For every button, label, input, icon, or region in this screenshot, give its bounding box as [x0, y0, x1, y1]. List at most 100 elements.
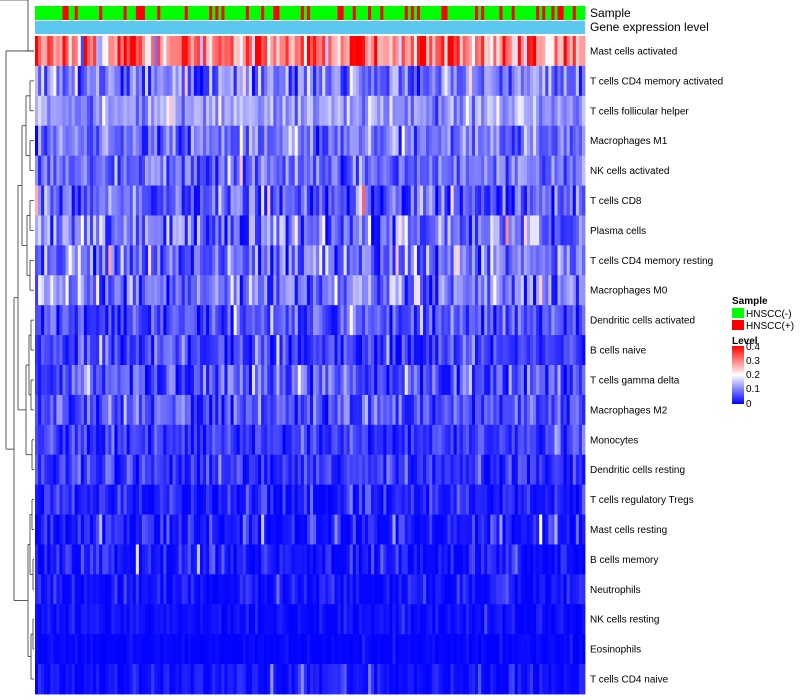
heatmap-cell [224, 125, 228, 157]
heatmap-cell [187, 514, 192, 545]
sample-annotation-cell [166, 6, 170, 20]
heatmap-cell [569, 604, 574, 635]
heatmap-cell [151, 215, 155, 246]
heatmap-cell [514, 634, 519, 665]
heatmap-cell [111, 95, 115, 127]
heatmap-cell [99, 365, 103, 396]
heatmap-cell [175, 514, 180, 545]
sample-annotation-cell [481, 6, 485, 20]
heatmap-cell [187, 394, 192, 426]
heatmap-cell [138, 394, 143, 426]
heatmap-cell [438, 514, 442, 545]
heatmap-cell [163, 484, 167, 515]
heatmap-cell [145, 484, 149, 515]
heatmap-cell [212, 574, 216, 605]
heatmap-cell [255, 95, 259, 127]
heatmap-cell [337, 514, 341, 545]
heatmap-cell [74, 185, 79, 216]
heatmap-cell [93, 484, 97, 515]
heatmap-cell [392, 215, 396, 246]
heatmap-cell [374, 365, 378, 396]
heatmap-cell [291, 275, 296, 306]
heatmap-cell [35, 365, 39, 396]
heatmap-cell [569, 245, 574, 276]
heatmap-cell [145, 125, 149, 157]
heatmap-cell [50, 185, 54, 216]
heatmap-cell [551, 484, 555, 515]
heatmap-cell [227, 544, 231, 575]
heatmap-cell [343, 275, 348, 306]
heatmap-cell [62, 215, 66, 246]
heatmap-cell [56, 454, 60, 486]
heatmap-cell [181, 424, 186, 456]
heatmap-cell [120, 514, 125, 545]
heatmap-cell [566, 604, 571, 635]
heatmap-cell [481, 125, 485, 157]
heatmap-cell [83, 664, 88, 695]
heatmap-cell [423, 454, 427, 486]
heatmap-cell [190, 245, 195, 276]
heatmap-cell [389, 634, 393, 665]
heatmap-cell [551, 365, 555, 396]
heatmap-cell [355, 215, 360, 246]
heatmap-cell [145, 634, 149, 665]
heatmap-cell [380, 275, 384, 306]
heatmap-cell [444, 514, 448, 545]
heatmap-cell [484, 185, 488, 216]
heatmap-cell [175, 454, 180, 486]
heatmap-cell [441, 574, 445, 605]
heatmap-cell [59, 634, 63, 665]
heatmap-cell [261, 365, 265, 396]
heatmap-cell [68, 65, 73, 97]
heatmap-cell [526, 664, 531, 695]
heatmap-cell [554, 215, 558, 246]
heatmap-cell [141, 125, 146, 157]
heatmap-cell [456, 574, 461, 605]
heatmap-cell [435, 185, 439, 216]
heatmap-cell [160, 36, 164, 67]
heatmap-cell [523, 574, 528, 605]
heatmap-cell [420, 634, 424, 665]
heatmap-cell [93, 185, 97, 216]
heatmap-cell [83, 454, 88, 486]
heatmap-cell [102, 424, 106, 456]
sample-annotation-cell [294, 6, 299, 20]
heatmap-cell [123, 305, 128, 336]
heatmap-cell [450, 574, 455, 605]
heatmap-cell [478, 95, 482, 127]
heatmap-cell [444, 454, 448, 486]
heatmap-cell [331, 634, 335, 665]
heatmap-cell [129, 36, 134, 67]
heatmap-cell [93, 155, 97, 186]
heatmap-cell [175, 95, 180, 127]
heatmap-cell [270, 65, 274, 97]
sample-annotation-cell [533, 6, 537, 20]
heatmap-cell [560, 544, 565, 575]
heatmap-cell [374, 305, 378, 336]
heatmap-cell [65, 95, 70, 127]
heatmap-cell [44, 544, 48, 575]
heatmap-cell [374, 454, 378, 486]
heatmap-cell [294, 544, 299, 575]
heatmap-cell [410, 514, 415, 545]
heatmap-cell [206, 275, 210, 306]
heatmap-cell [300, 245, 305, 276]
heatmap-cell [294, 185, 299, 216]
heatmap-cell [306, 365, 311, 396]
heatmap-cell [105, 65, 109, 97]
heatmap-cell [203, 484, 207, 515]
heatmap-cell [291, 95, 296, 127]
heatmap-cell [203, 454, 207, 486]
heatmap-cell [542, 365, 546, 396]
heatmap-cell [184, 155, 189, 186]
heatmap-cell [468, 574, 473, 605]
heatmap-cell [294, 95, 299, 127]
heatmap-cell [471, 125, 476, 157]
heatmap-cell [465, 634, 470, 665]
heatmap-cell [138, 664, 143, 695]
heatmap-cell [184, 95, 189, 127]
heatmap-cell [193, 484, 198, 515]
heatmap-cell [331, 454, 335, 486]
heatmap-cell [420, 335, 424, 366]
heatmap-cell [334, 155, 338, 186]
